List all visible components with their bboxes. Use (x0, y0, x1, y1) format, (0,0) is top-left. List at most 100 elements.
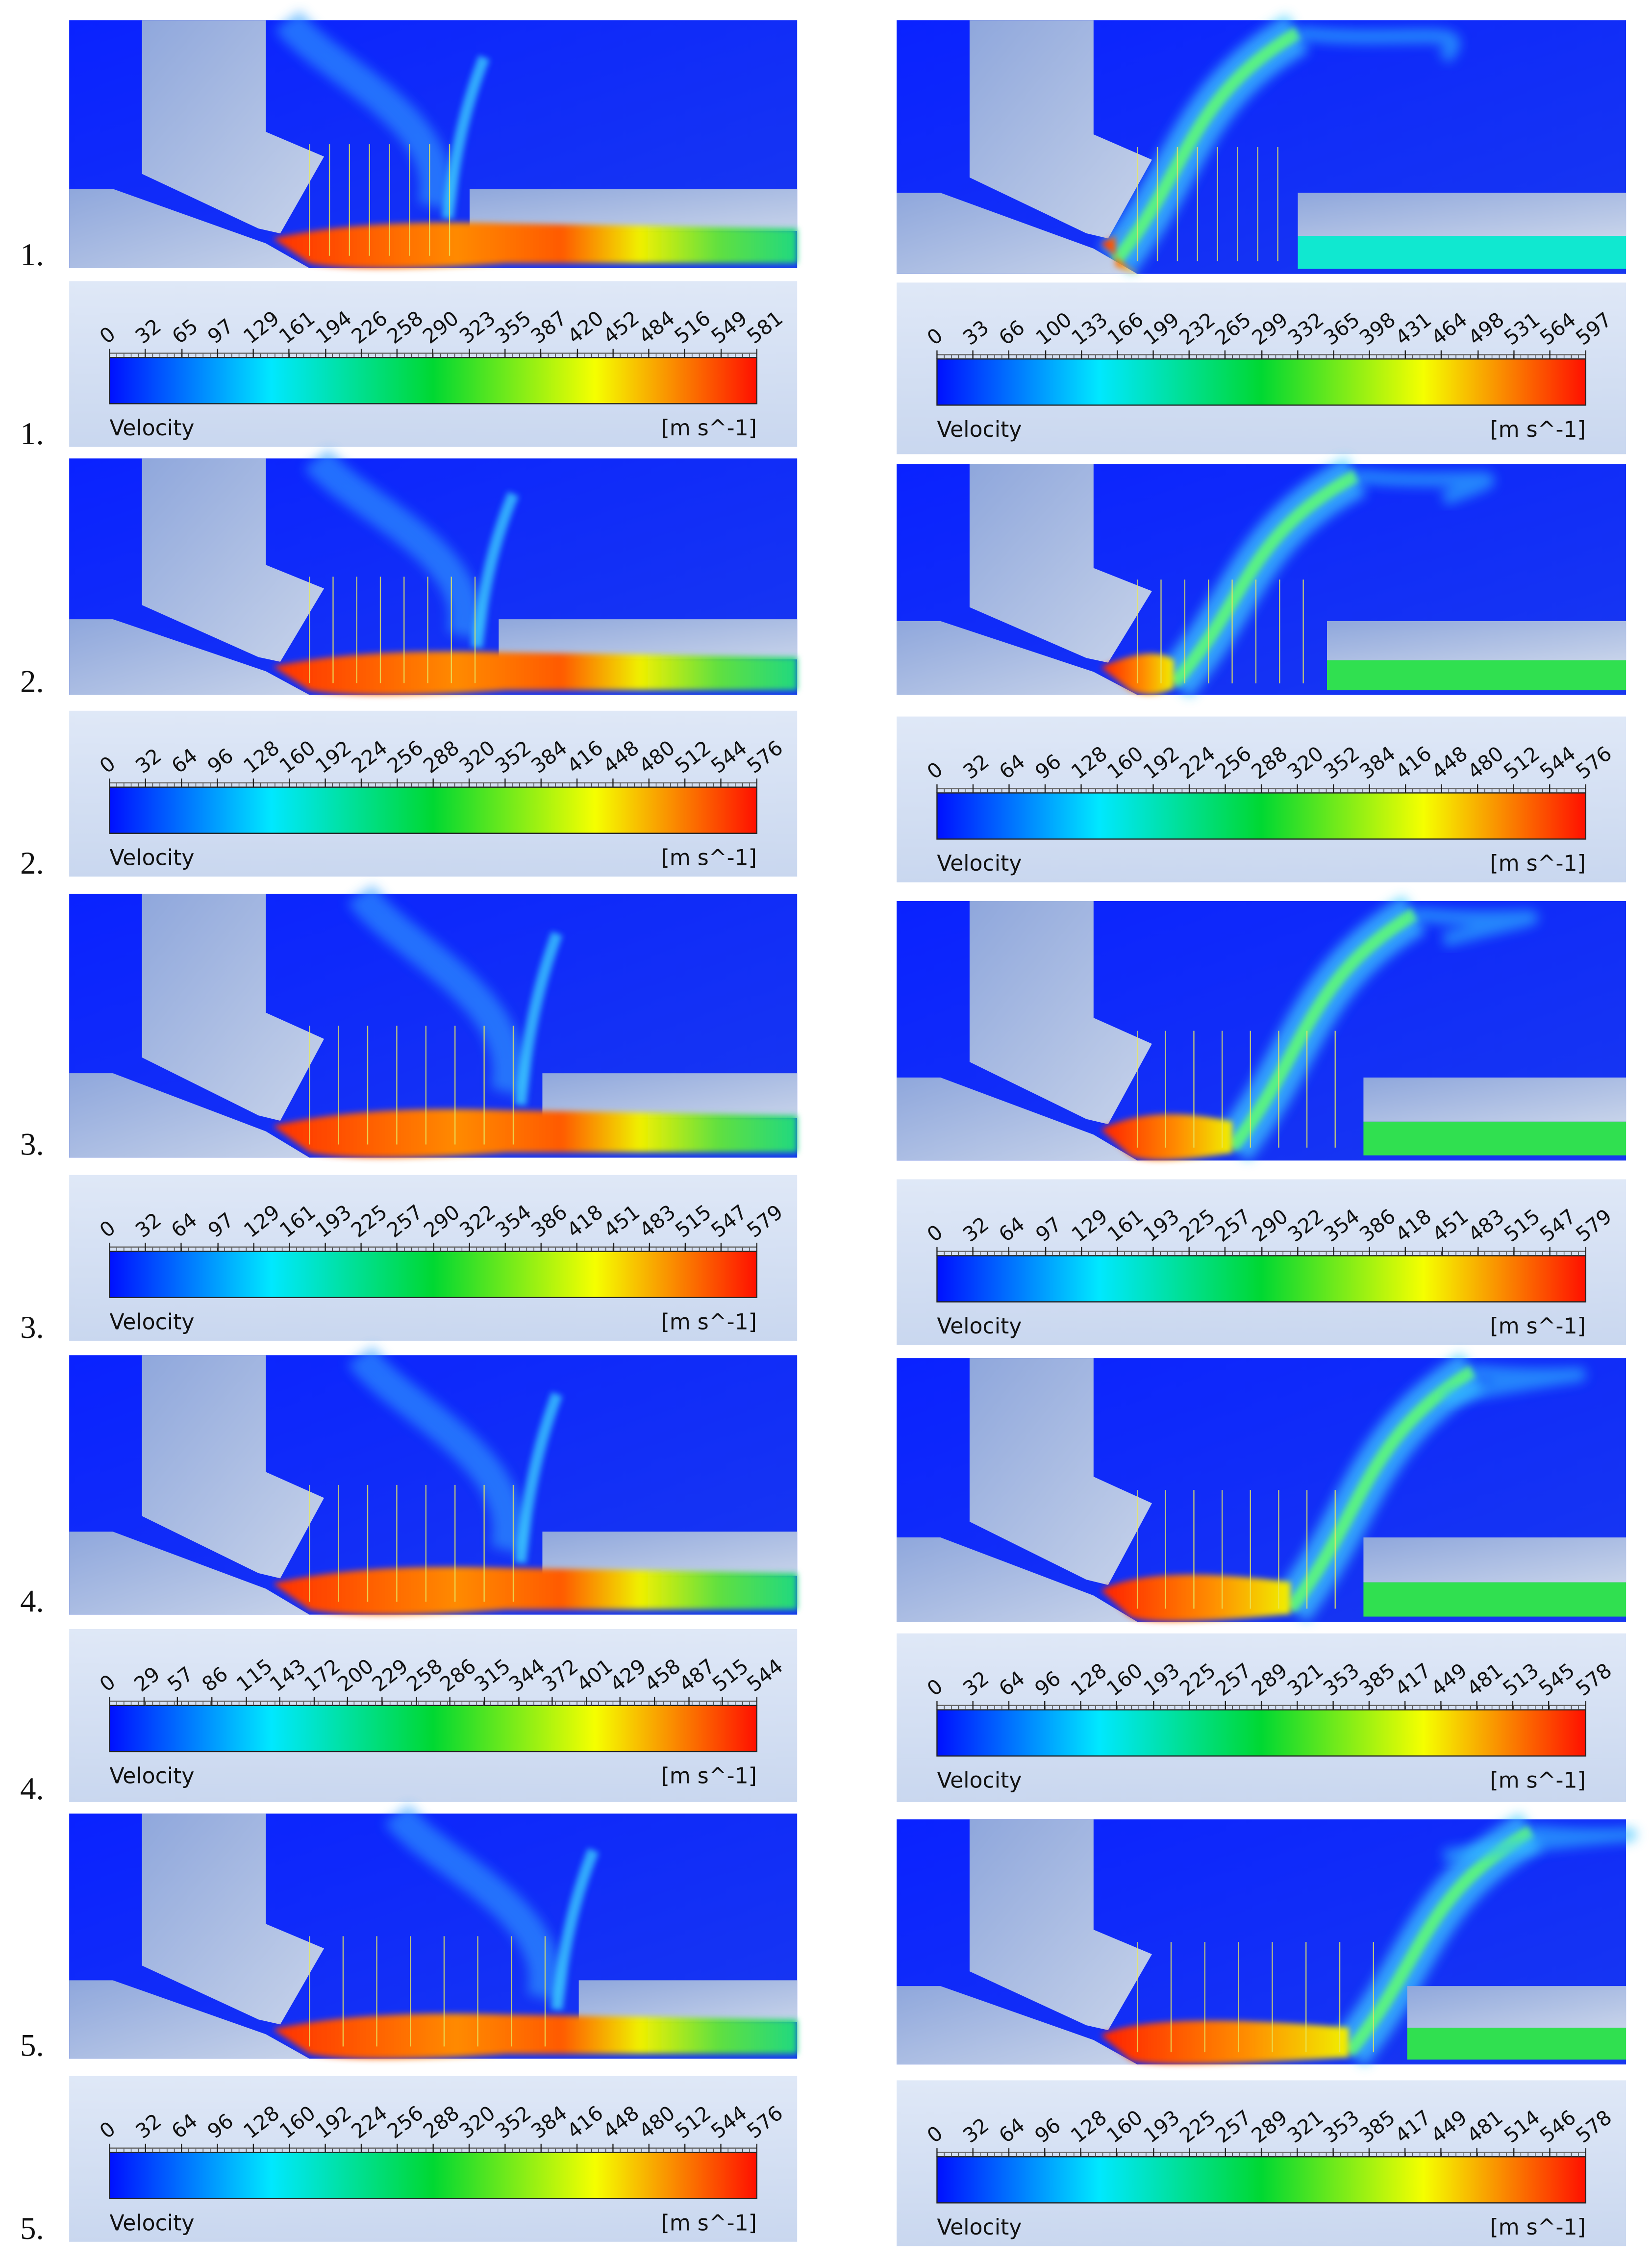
step-wall (1407, 1986, 1627, 2028)
plume (1297, 25, 1460, 64)
step-wall (499, 619, 798, 660)
jet (1101, 228, 1138, 274)
colorbar: 0 32 64 97 129161193225257290322354386418451… (69, 1175, 798, 1341)
contour-plot (69, 1804, 798, 2059)
color-scale (109, 1705, 758, 1753)
plume (347, 1345, 525, 1554)
color-scale (936, 2156, 1586, 2204)
colorbar-unit: [m s^-1] (661, 2211, 757, 2236)
jet (1101, 2020, 1349, 2064)
contour-plot (897, 1812, 1637, 2066)
color-scale (936, 358, 1586, 406)
lower-wall (897, 1537, 1138, 1622)
nozzle-wall (969, 20, 1152, 239)
colorbar-unit: [m s^-1] (1490, 2215, 1585, 2240)
outlet-flow (1407, 2028, 1627, 2060)
color-scale (936, 1255, 1586, 1303)
colorbar: 0 32 65 97 129161194226258290323355387420452… (69, 281, 798, 447)
row-label: 5. (20, 2211, 44, 2246)
row-label: 4. (20, 1771, 44, 1806)
row-label: 1. (20, 416, 44, 451)
outlet-flow (1363, 1121, 1627, 1156)
jet (273, 1109, 798, 1158)
plume (1443, 1824, 1637, 1863)
step-wall (1363, 1077, 1627, 1122)
jet (1101, 1574, 1291, 1622)
nozzle-wall (142, 894, 325, 1121)
row-label: 2. (20, 664, 44, 699)
contour-plot (897, 1353, 1627, 1622)
jet (273, 651, 798, 695)
colorbar: 0 32 64 96 128160193225257289321353385417449… (897, 2080, 1627, 2246)
colorbar: 0 32 64 96 128160193225257289321353385417449… (897, 1633, 1627, 1802)
colorbar-unit: [m s^-1] (661, 845, 757, 870)
row-label: 2. (20, 845, 44, 880)
colorbar: 0 32 64 96 128160192224256288320352384416448… (69, 2076, 798, 2242)
lower-wall (69, 1073, 310, 1158)
plume (1355, 468, 1495, 506)
row-label: 5. (20, 2027, 44, 2062)
plume (1110, 27, 1302, 266)
color-scale (936, 1709, 1586, 1757)
jet (273, 222, 798, 269)
colorbar-unit: [m s^-1] (1490, 417, 1585, 442)
plume (347, 884, 525, 1096)
colorbar-title: Velocity (937, 1314, 1022, 1339)
color-scale (109, 1251, 758, 1298)
nozzle-wall (969, 1819, 1152, 2031)
lower-wall (69, 1980, 310, 2059)
nozzle-wall (142, 458, 325, 662)
colorbar-title: Velocity (937, 417, 1022, 442)
colorbar: 0 32 64 97 129161193225257290322354386418451… (897, 1179, 1627, 1345)
colorbar-title: Velocity (937, 1768, 1022, 1793)
plume (1344, 1826, 1535, 2057)
outlet-flow (1363, 1582, 1627, 1617)
colorbar-title: Velocity (109, 416, 194, 441)
colorbar-title: Velocity (109, 2211, 194, 2236)
row-label: 3. (20, 1309, 44, 1345)
step-wall (1327, 621, 1627, 660)
step-wall (542, 1073, 798, 1118)
colorbar: 0 32 64 96 128160192224256288320352384416448… (69, 710, 798, 877)
contour-plot (69, 448, 798, 695)
lower-wall (897, 621, 1138, 695)
plume (384, 1804, 561, 2002)
step-wall (578, 1980, 798, 2022)
nozzle-wall (969, 901, 1152, 1125)
plume (442, 55, 490, 220)
lower-wall (69, 189, 310, 269)
colorbar-unit: [m s^-1] (661, 1309, 757, 1334)
nozzle-wall (142, 1355, 325, 1579)
nozzle-wall (969, 1358, 1152, 1585)
lower-wall (69, 619, 310, 695)
nozzle-wall (969, 464, 1152, 663)
color-scale (109, 2152, 758, 2199)
color-scale (109, 786, 758, 834)
plume (1285, 1365, 1477, 1613)
step-wall (1363, 1537, 1627, 1583)
contour-plot (69, 884, 798, 1158)
colorbar-title: Velocity (937, 2215, 1022, 2240)
colorbar-unit: [m s^-1] (1490, 1768, 1585, 1793)
outlet-flow (1298, 236, 1627, 269)
plume (1169, 470, 1359, 688)
contour-plot (69, 1345, 798, 1615)
plume (551, 1848, 599, 2011)
colorbar-title: Velocity (937, 851, 1022, 876)
lower-wall (897, 1077, 1138, 1161)
lower-wall (897, 1986, 1138, 2065)
outlet-flow (1327, 660, 1627, 691)
step-wall (1298, 193, 1627, 236)
colorbar-title: Velocity (109, 1764, 194, 1789)
contour-plot (897, 14, 1627, 275)
colorbar-title: Velocity (109, 1309, 194, 1334)
colorbar-title: Velocity (109, 845, 194, 870)
plume (471, 492, 519, 649)
lower-wall (897, 193, 1138, 274)
nozzle-wall (142, 20, 325, 234)
jet (273, 1567, 798, 1615)
nozzle-wall (142, 1813, 325, 2025)
